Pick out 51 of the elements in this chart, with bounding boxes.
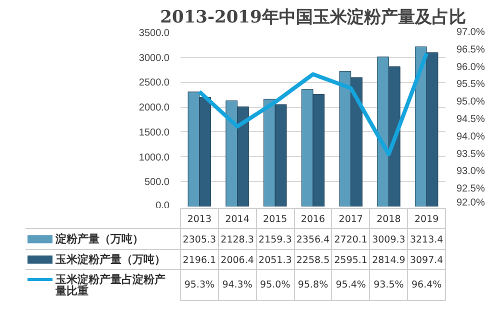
data-label: 93.5% bbox=[374, 280, 404, 291]
x-tick-label: 2013 bbox=[187, 214, 212, 226]
data-label: 2720.1 bbox=[334, 234, 368, 246]
data-label: 2159.3 bbox=[258, 234, 292, 246]
y2-tick-label: 92.5% bbox=[456, 184, 485, 195]
y2-tick-label: 94.5% bbox=[456, 114, 485, 125]
data-label: 2051.3 bbox=[258, 255, 292, 266]
line-series bbox=[197, 51, 429, 156]
y2-tick-label: 96.0% bbox=[456, 62, 485, 73]
data-label: 2196.1 bbox=[182, 255, 216, 266]
y-tick-label: 1000.0 bbox=[138, 152, 170, 164]
data-label: 2356.4 bbox=[296, 234, 330, 246]
y-tick-label: 3500.0 bbox=[138, 28, 170, 39]
y-tick-label: 2000.0 bbox=[138, 102, 170, 114]
x-tick-label: 2016 bbox=[300, 214, 326, 226]
x-tick-label: 2015 bbox=[263, 214, 288, 226]
data-label: 95.4% bbox=[336, 280, 366, 291]
x-tick-label: 2014 bbox=[225, 214, 250, 226]
y2-tick-label: 96.5% bbox=[456, 44, 485, 56]
y2-tick-label: 93.0% bbox=[456, 166, 485, 178]
x-tick-label: 2017 bbox=[338, 214, 363, 226]
y-tick-label: 3000.0 bbox=[138, 52, 170, 64]
data-label: 96.4% bbox=[411, 280, 442, 291]
data-label: 3009.3 bbox=[372, 234, 406, 246]
data-label: 2006.4 bbox=[220, 255, 254, 266]
data-label: 2128.3 bbox=[220, 234, 254, 246]
data-label: 94.3% bbox=[222, 280, 252, 291]
x-tick-label: 2018 bbox=[376, 214, 401, 226]
y-tick-label: 500.0 bbox=[144, 177, 170, 188]
data-label: 95.8% bbox=[298, 280, 328, 291]
data-label: 3097.4 bbox=[410, 255, 444, 266]
data-label: 2258.5 bbox=[296, 255, 330, 266]
y-tick-label: 2500.0 bbox=[138, 78, 170, 89]
legend-label: 玉米淀粉产量（万吨） bbox=[54, 253, 166, 266]
data-label: 2305.3 bbox=[182, 234, 216, 246]
y2-tick-label: 93.5% bbox=[456, 148, 485, 160]
chart-title: 2013-2019年中国玉米淀粉产量及占比 bbox=[160, 8, 466, 28]
data-label: 2595.1 bbox=[334, 255, 368, 266]
data-label: 2814.9 bbox=[372, 255, 406, 266]
data-label: 3213.4 bbox=[410, 234, 444, 246]
y-tick-label: 1500.0 bbox=[138, 127, 170, 138]
y2-tick-label: 95.0% bbox=[456, 96, 485, 108]
y2-tick-label: 94.0% bbox=[456, 131, 485, 142]
data-label: 95.0% bbox=[260, 280, 290, 291]
y2-tick-label: 95.5% bbox=[456, 79, 485, 90]
data-label: 95.3% bbox=[184, 280, 215, 291]
legend-label: 淀粉产量（万吨） bbox=[54, 232, 144, 246]
y2-tick-label: 92.0% bbox=[456, 198, 485, 208]
x-tick-label: 2019 bbox=[414, 214, 439, 226]
legend-label: 玉米淀粉产量占淀粉产量比重 bbox=[54, 273, 166, 298]
y2-tick-label: 97.0% bbox=[456, 27, 485, 38]
